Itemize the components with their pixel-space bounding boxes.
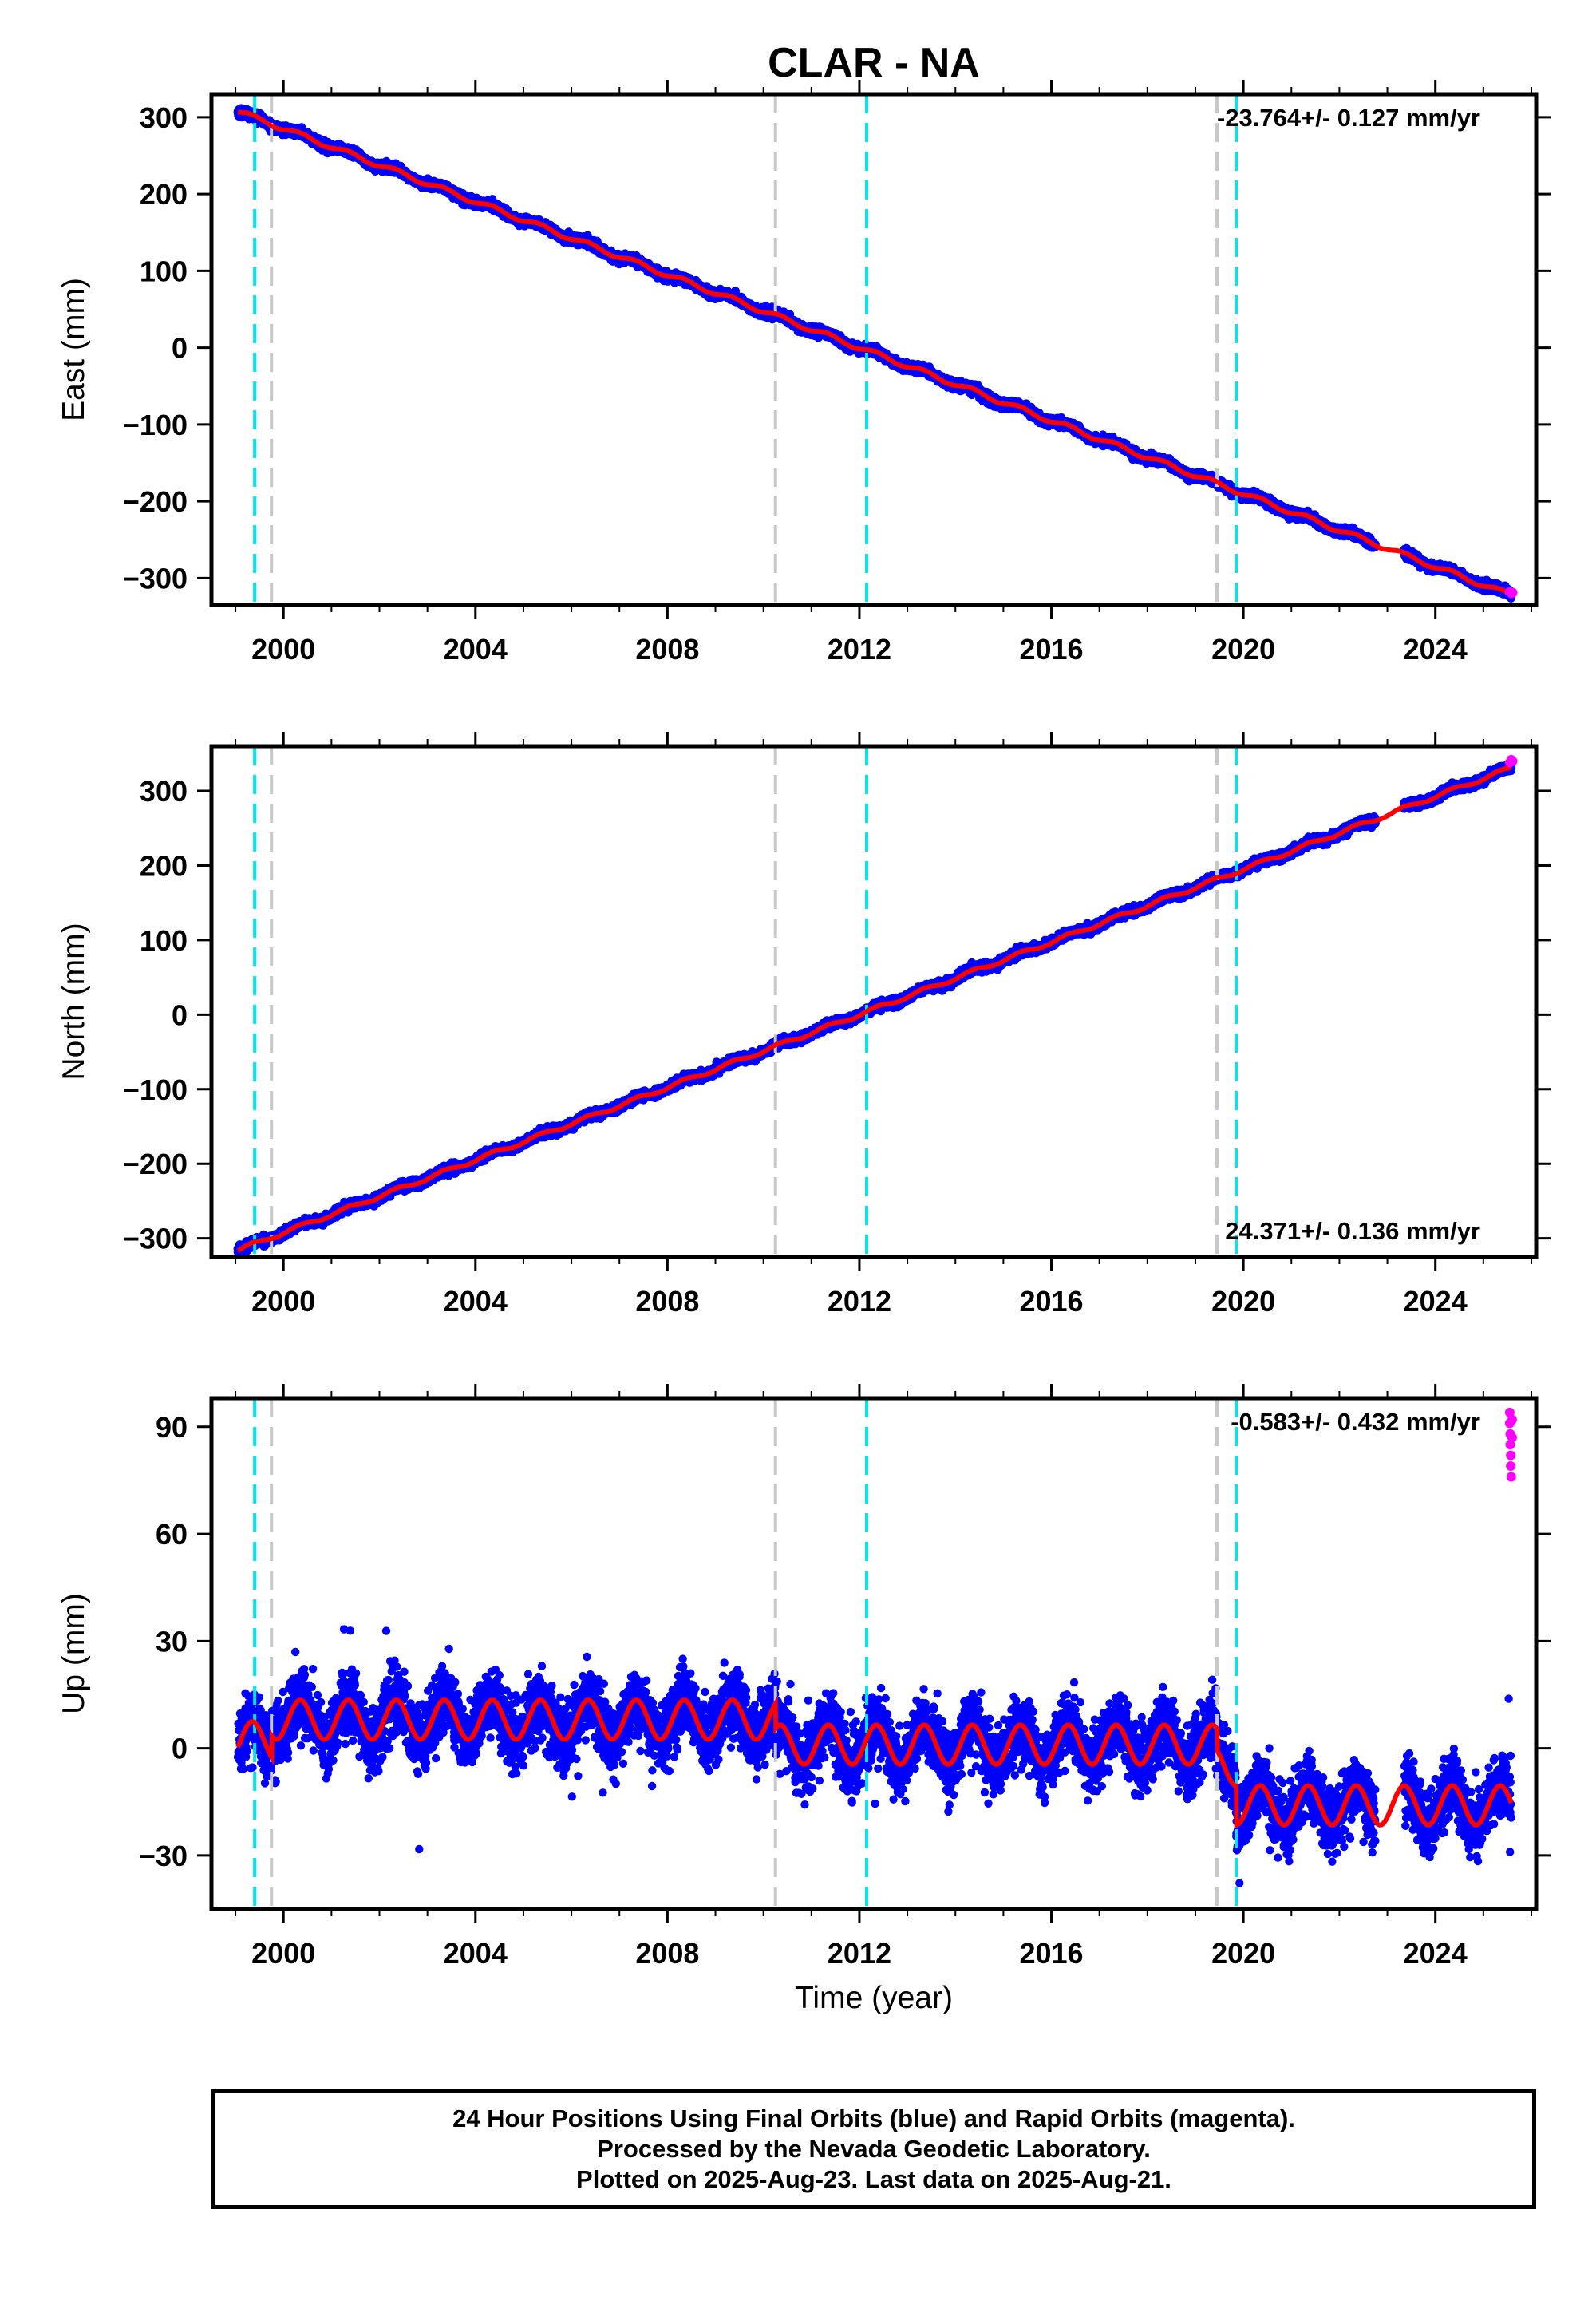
x-tick-label: 2000 <box>251 1937 315 1970</box>
rapid-orbit-point <box>1506 1451 1515 1460</box>
y-tick-label: 100 <box>140 255 188 287</box>
y-tick-label: −100 <box>123 1073 188 1106</box>
x-tick-label: 2020 <box>1211 1285 1275 1318</box>
x-tick-label: 2000 <box>251 1285 315 1318</box>
rapid-orbit-point <box>1507 1472 1516 1481</box>
rapid-orbit-point <box>1507 1433 1517 1442</box>
x-tick-label: 2004 <box>444 1285 508 1318</box>
x-tick-label: 2024 <box>1404 633 1468 666</box>
x-tick-label: 2024 <box>1404 1285 1468 1318</box>
y-tick-label: 90 <box>156 1411 188 1444</box>
rapid-orbit-point <box>1506 1461 1515 1471</box>
footer-line-3: Plotted on 2025-Aug-23. Last data on 202… <box>576 2164 1171 2195</box>
x-tick-label: 2016 <box>1019 1937 1083 1970</box>
x-tick-label: 2008 <box>635 1285 699 1318</box>
y-tick-label: 300 <box>140 775 188 808</box>
x-tick-label: 2004 <box>444 1937 508 1970</box>
x-tick-label: 2004 <box>444 633 508 666</box>
y-tick-label: 30 <box>156 1625 188 1658</box>
x-tick-label: 2016 <box>1019 633 1083 666</box>
rate-annotation-up: -0.583+/- 0.432 mm/yr <box>1231 1408 1480 1436</box>
x-tick-label: 2020 <box>1211 633 1275 666</box>
rapid-orbit-point <box>1507 1415 1517 1425</box>
x-tick-label: 2012 <box>828 1285 891 1318</box>
x-tick-label: 2000 <box>251 633 315 666</box>
y-axis-label-up: Up (mm) <box>57 1593 91 1714</box>
x-tick-label: 2020 <box>1211 1937 1275 1970</box>
panel-north: 2000 2004 2008 2012 2016 2020 2024−300−200−100… <box>57 732 1551 1318</box>
x-tick-label: 2008 <box>635 1937 699 1970</box>
y-tick-label: −300 <box>123 562 188 595</box>
rate-annotation-north: 24.371+/- 0.136 mm/yr <box>1225 1217 1480 1245</box>
panel-east: 2000 2004 2008 2012 2016 2020 2024−300−200−100… <box>57 80 1551 666</box>
x-tick-label: 2016 <box>1019 1285 1083 1318</box>
footer-line-2: Processed by the Nevada Geodetic Laborat… <box>597 2134 1151 2164</box>
final-orbit-points-up <box>234 1625 1515 1887</box>
x-tick-label: 2012 <box>828 633 891 666</box>
y-tick-label: 100 <box>140 924 188 957</box>
rapid-orbit-point <box>1508 588 1518 598</box>
model-fit-line-east <box>238 112 1511 595</box>
y-tick-label: 300 <box>140 101 188 134</box>
x-tick-label: 2024 <box>1404 1937 1468 1970</box>
y-axis-label-north: North (mm) <box>57 923 91 1080</box>
y-tick-label: 0 <box>172 332 188 365</box>
y-tick-label: 0 <box>172 998 188 1031</box>
chart-title: CLAR - NA <box>768 40 980 86</box>
y-tick-label: −200 <box>123 485 188 518</box>
y-tick-label: −100 <box>123 409 188 441</box>
y-axis-label-east: East (mm) <box>57 278 91 421</box>
rate-annotation-east: -23.764+/- 0.127 mm/yr <box>1217 104 1480 132</box>
rapid-orbit-point <box>1508 757 1518 766</box>
x-tick-label: 2008 <box>635 633 699 666</box>
x-tick-label: 2012 <box>828 1937 891 1970</box>
footer-box: 24 Hour Positions Using Final Orbits (bl… <box>211 2089 1536 2209</box>
y-tick-label: 60 <box>156 1518 188 1551</box>
y-tick-label: −300 <box>123 1223 188 1255</box>
footer-line-1: 24 Hour Positions Using Final Orbits (bl… <box>452 2104 1295 2134</box>
y-tick-label: 200 <box>140 849 188 882</box>
x-axis-label: Time (year) <box>795 1981 953 2015</box>
y-tick-label: −200 <box>123 1148 188 1180</box>
panel-up: 2000 2004 2008 2012 2016 2020 2024 −30 0 30 60 90 Up… <box>57 1384 1551 1970</box>
y-tick-label: 0 <box>172 1733 188 1765</box>
y-tick-label: −30 <box>139 1840 188 1872</box>
time-series-chart: CLAR - NA 2000 2004 2008 2012 2016 2020 2024−3… <box>0 0 1596 2075</box>
y-tick-label: 200 <box>140 178 188 211</box>
model-fit-line-north <box>238 768 1511 1251</box>
